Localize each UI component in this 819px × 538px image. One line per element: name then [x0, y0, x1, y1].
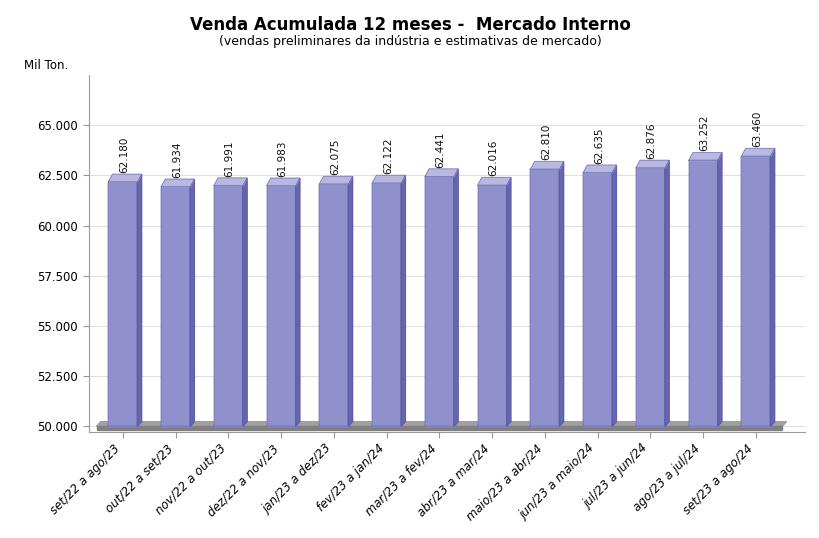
- Text: (vendas preliminares da indústria e estimativas de mercado): (vendas preliminares da indústria e esti…: [219, 35, 600, 48]
- Polygon shape: [612, 165, 616, 426]
- Polygon shape: [717, 153, 721, 426]
- Text: Mil Ton.: Mil Ton.: [24, 59, 68, 72]
- Polygon shape: [97, 422, 785, 426]
- Polygon shape: [530, 169, 559, 426]
- Polygon shape: [319, 176, 352, 184]
- Text: Venda Acumulada 12 meses -  Mercado Interno: Venda Acumulada 12 meses - Mercado Inter…: [189, 16, 630, 34]
- Polygon shape: [161, 187, 190, 426]
- Text: 62.876: 62.876: [646, 122, 656, 159]
- Polygon shape: [108, 174, 142, 182]
- Polygon shape: [454, 169, 458, 426]
- Polygon shape: [372, 175, 405, 183]
- Polygon shape: [424, 169, 458, 176]
- Polygon shape: [348, 176, 352, 426]
- Polygon shape: [214, 178, 247, 186]
- Polygon shape: [372, 183, 400, 426]
- Text: 62.016: 62.016: [488, 140, 498, 176]
- Text: 62.075: 62.075: [330, 138, 340, 175]
- Polygon shape: [190, 179, 194, 426]
- Text: 62.441: 62.441: [435, 131, 446, 167]
- Text: 61.934: 61.934: [172, 141, 182, 178]
- Text: 63.460: 63.460: [751, 111, 762, 147]
- Polygon shape: [664, 160, 668, 426]
- Polygon shape: [424, 176, 454, 426]
- Polygon shape: [688, 160, 717, 426]
- Polygon shape: [477, 178, 510, 185]
- Polygon shape: [266, 178, 300, 186]
- Polygon shape: [97, 426, 781, 430]
- Polygon shape: [214, 186, 242, 426]
- Text: 62.180: 62.180: [119, 137, 129, 173]
- Polygon shape: [138, 174, 142, 426]
- Text: 63.252: 63.252: [699, 115, 708, 151]
- Polygon shape: [582, 173, 612, 426]
- Polygon shape: [636, 160, 668, 168]
- Polygon shape: [161, 179, 194, 187]
- Polygon shape: [559, 161, 563, 426]
- Text: 62.635: 62.635: [593, 127, 604, 164]
- Polygon shape: [108, 182, 138, 426]
- Polygon shape: [688, 153, 721, 160]
- Text: 62.810: 62.810: [541, 124, 550, 160]
- Polygon shape: [319, 184, 348, 426]
- Polygon shape: [296, 178, 300, 426]
- Polygon shape: [740, 156, 770, 426]
- Polygon shape: [582, 165, 616, 173]
- Text: 61.991: 61.991: [224, 140, 234, 176]
- Polygon shape: [242, 178, 247, 426]
- Polygon shape: [636, 168, 664, 426]
- Polygon shape: [506, 178, 510, 426]
- Polygon shape: [770, 148, 774, 426]
- Text: 61.983: 61.983: [277, 140, 287, 177]
- Polygon shape: [400, 175, 405, 426]
- Polygon shape: [740, 148, 774, 156]
- Polygon shape: [477, 185, 506, 426]
- Text: 62.122: 62.122: [382, 137, 392, 174]
- Polygon shape: [266, 186, 296, 426]
- Polygon shape: [530, 161, 563, 169]
